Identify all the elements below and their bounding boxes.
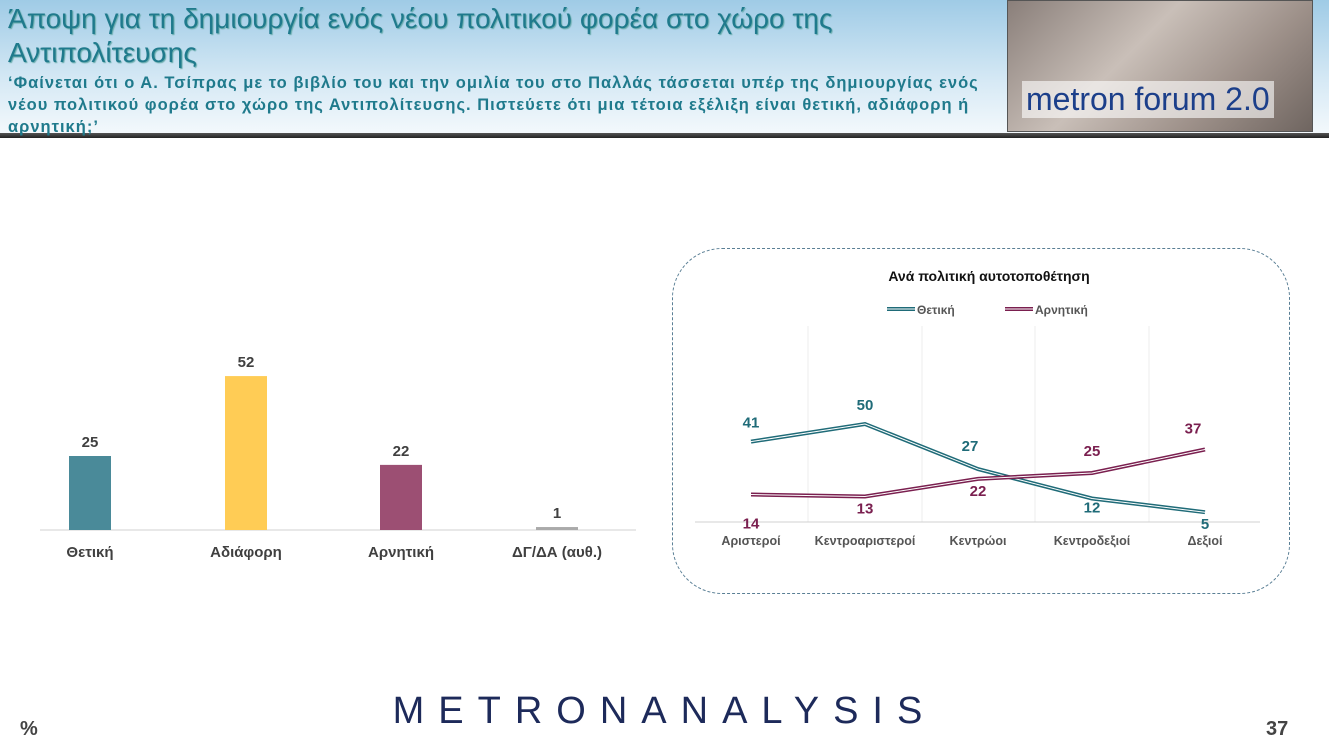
line-chart-frame xyxy=(672,248,1290,594)
category-label-1: Κεντροαριστεροί xyxy=(815,534,916,548)
data-label-2: 22 xyxy=(393,443,410,460)
data-label-3: 1 xyxy=(553,505,561,522)
chart-title: Ανά πολιτική αυτοτοποθέτηση xyxy=(888,268,1089,284)
legend-label-1: Αρνητική xyxy=(1035,303,1088,317)
category-label-2: Αρνητική xyxy=(368,544,434,561)
category-label-3: ΔΓ/ΔΑ (αυθ.) xyxy=(512,544,602,561)
page-title: Άποψη για τη δημιουργία ενός νέου πολιτι… xyxy=(8,3,833,68)
category-label-0: Αριστεροί xyxy=(721,534,781,548)
bar-chart: 25 Θετική 52 Αδιάφορη 22 Αρνητική 1 ΔΓ/ΔΑ (αυθ.… xyxy=(40,354,636,561)
category-label-2: Κεντρώοι xyxy=(950,534,1007,548)
bar-3 xyxy=(536,527,578,530)
line-chart: Ανά πολιτική αυτοτοποθέτηση Θετική Αρνητικ… xyxy=(695,268,1260,548)
data-label-Αρνητική-0: 14 xyxy=(743,516,760,533)
data-label-Θετική-2: 27 xyxy=(962,438,979,455)
series-line-inner-0 xyxy=(750,423,1206,513)
survey-question: ‘Φαίνεται ότι ο Α. Τσίπρας με το βιβλίο … xyxy=(8,74,979,136)
logo-text: metron forum 2.0 xyxy=(1022,81,1274,118)
page-number: 37 xyxy=(1266,718,1289,740)
data-label-0: 25 xyxy=(82,434,99,451)
data-label-Θετική-4: 5 xyxy=(1201,516,1209,533)
bar-0 xyxy=(69,456,111,530)
metron-analysis-logo: METRONANALYSIS xyxy=(392,690,937,732)
category-label-3: Κεντροδεξιοί xyxy=(1054,534,1131,548)
data-label-Θετική-3: 12 xyxy=(1084,499,1101,516)
data-label-Αρνητική-1: 13 xyxy=(857,501,874,518)
metron-forum-logo: metron forum 2.0 xyxy=(1007,0,1313,132)
legend-label-0: Θετική xyxy=(917,303,955,317)
bar-1 xyxy=(225,376,267,530)
data-label-Αρνητική-4: 37 xyxy=(1185,420,1202,437)
bar-2 xyxy=(380,464,422,530)
data-label-Αρνητική-2: 22 xyxy=(970,483,987,500)
header-divider xyxy=(0,133,1329,138)
data-label-Αρνητική-3: 25 xyxy=(1084,443,1101,460)
category-label-1: Αδιάφορη xyxy=(210,544,282,561)
series-line-inner-1 xyxy=(750,448,1206,498)
category-label-0: Θετική xyxy=(66,544,113,561)
data-label-Θετική-1: 50 xyxy=(857,397,874,414)
data-label-Θετική-0: 41 xyxy=(743,415,760,432)
data-label-1: 52 xyxy=(238,354,255,371)
unit-label: % xyxy=(20,718,38,740)
category-label-4: Δεξιοί xyxy=(1187,534,1223,548)
